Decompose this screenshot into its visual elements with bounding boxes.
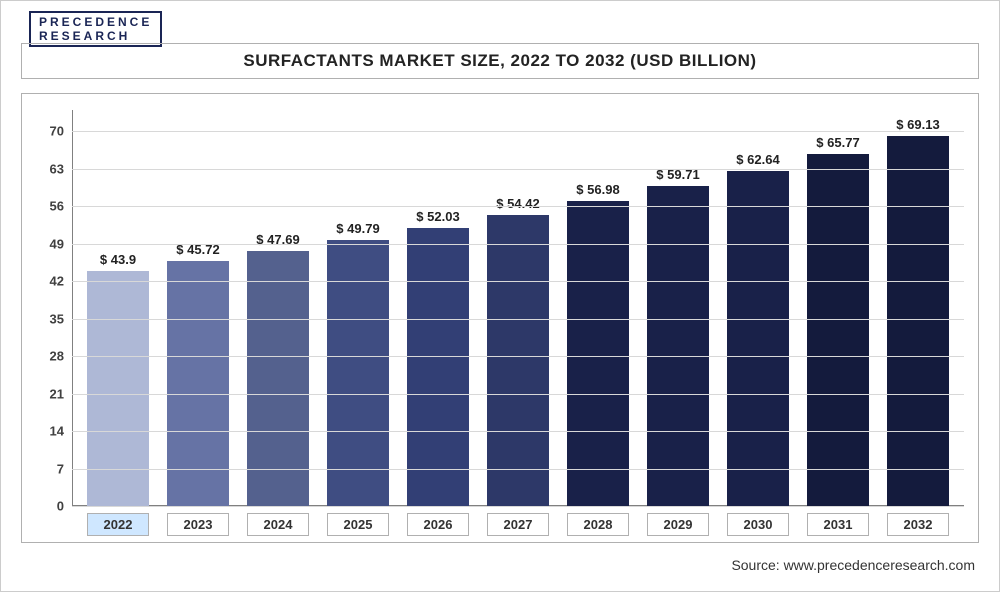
x-label-cell: 2022 — [78, 510, 158, 538]
x-axis-category-label: 2023 — [167, 513, 229, 536]
y-tick-label: 56 — [50, 199, 64, 214]
x-label-cell: 2025 — [318, 510, 398, 538]
y-tick-label: 70 — [50, 124, 64, 139]
source-attribution: Source: www.precedenceresearch.com — [731, 557, 975, 573]
x-axis-category-label: 2032 — [887, 513, 949, 536]
chart-frame: $ 43.9$ 45.72$ 47.69$ 49.79$ 52.03$ 54.4… — [21, 93, 979, 543]
gridline — [72, 281, 964, 282]
x-label-cell: 2026 — [398, 510, 478, 538]
x-axis-category-label: 2025 — [327, 513, 389, 536]
bar-value-label: $ 69.13 — [896, 117, 939, 132]
bar-value-label: $ 52.03 — [416, 209, 459, 224]
gridline — [72, 169, 964, 170]
gridline — [72, 506, 964, 507]
bar: $ 69.13 — [887, 136, 949, 506]
x-label-cell: 2023 — [158, 510, 238, 538]
brand-logo: PRECEDENCE RESEARCH — [29, 11, 162, 47]
x-label-cell: 2030 — [718, 510, 798, 538]
x-label-cell: 2029 — [638, 510, 718, 538]
x-label-cell: 2024 — [238, 510, 318, 538]
chart-title: SURFACTANTS MARKET SIZE, 2022 TO 2032 (U… — [21, 43, 979, 79]
y-tick-label: 14 — [50, 424, 64, 439]
bar: $ 52.03 — [407, 228, 469, 506]
bar-value-label: $ 43.9 — [100, 252, 136, 267]
bar: $ 49.79 — [327, 240, 389, 506]
y-tick-label: 7 — [57, 461, 64, 476]
y-tick-label: 21 — [50, 386, 64, 401]
y-tick-label: 63 — [50, 161, 64, 176]
bar-value-label: $ 62.64 — [736, 152, 779, 167]
x-label-cell: 2027 — [478, 510, 558, 538]
x-label-cell: 2032 — [878, 510, 958, 538]
bar: $ 43.9 — [87, 271, 149, 506]
x-axis-category-label: 2031 — [807, 513, 869, 536]
x-axis-labels: 2022 2023 2024 2025 2026 2027 2028 2029 2030 2031… — [72, 510, 964, 538]
y-tick-label: 28 — [50, 349, 64, 364]
x-axis-category-label: 2030 — [727, 513, 789, 536]
y-tick-label: 35 — [50, 311, 64, 326]
y-tick-label: 42 — [50, 274, 64, 289]
x-label-cell: 2028 — [558, 510, 638, 538]
gridline — [72, 319, 964, 320]
gridline — [72, 131, 964, 132]
chart-plot-area: $ 43.9$ 45.72$ 47.69$ 49.79$ 52.03$ 54.4… — [72, 110, 964, 506]
x-axis-category-label: 2029 — [647, 513, 709, 536]
bar-value-label: $ 49.79 — [336, 221, 379, 236]
gridline — [72, 469, 964, 470]
y-tick-label: 0 — [57, 499, 64, 514]
x-axis-category-label: 2027 — [487, 513, 549, 536]
gridline — [72, 394, 964, 395]
x-axis-category-label: 2026 — [407, 513, 469, 536]
gridline — [72, 206, 964, 207]
bar: $ 54.42 — [487, 215, 549, 506]
y-tick-label: 49 — [50, 236, 64, 251]
gridline — [72, 244, 964, 245]
bar-value-label: $ 54.42 — [496, 196, 539, 211]
bar: $ 59.71 — [647, 186, 709, 506]
bar-value-label: $ 65.77 — [816, 135, 859, 150]
bar: $ 56.98 — [567, 201, 629, 506]
logo-bottom-text: RESEARCH — [39, 29, 152, 43]
x-axis-category-label: 2022 — [87, 513, 149, 536]
bar: $ 62.64 — [727, 171, 789, 506]
gridline — [72, 431, 964, 432]
x-axis-category-label: 2028 — [567, 513, 629, 536]
x-axis-category-label: 2024 — [247, 513, 309, 536]
logo-top-text: PRECEDENCE — [39, 15, 152, 29]
x-label-cell: 2031 — [798, 510, 878, 538]
gridline — [72, 356, 964, 357]
bar-value-label: $ 56.98 — [576, 182, 619, 197]
